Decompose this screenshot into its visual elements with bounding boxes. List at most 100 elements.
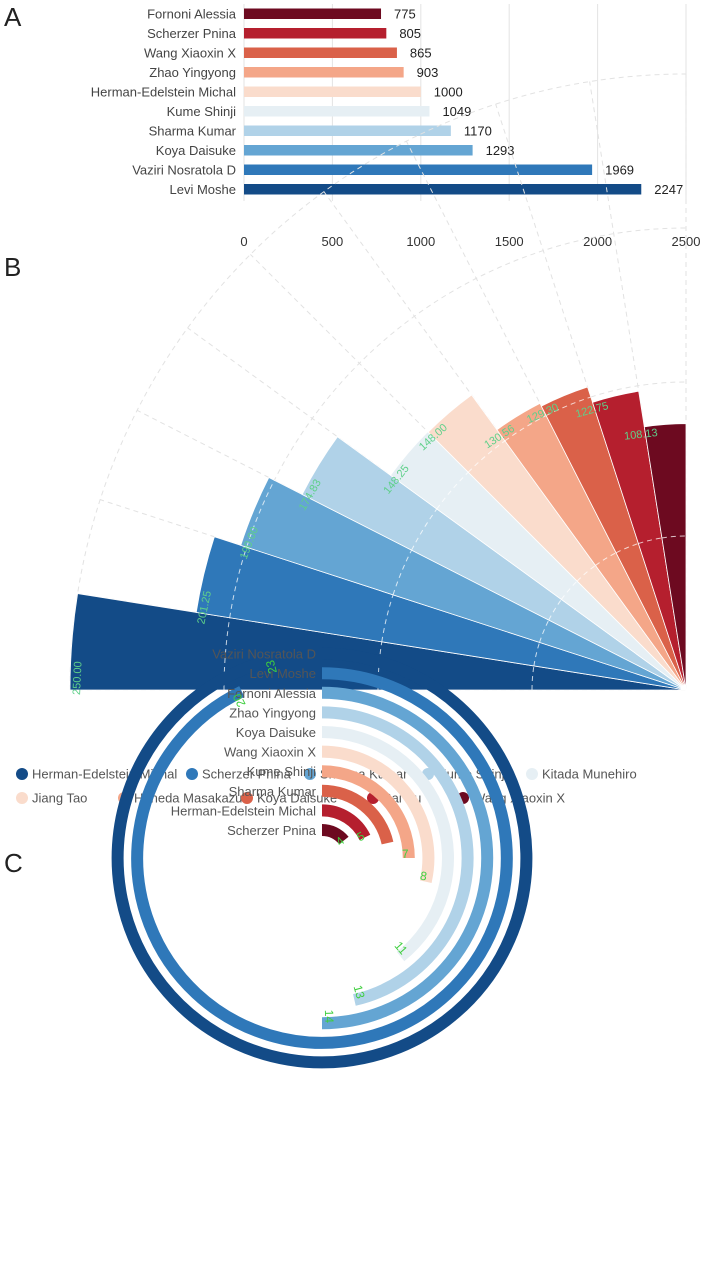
radial-bar — [321, 824, 349, 845]
radial-category-label: Zhao Yingyong — [229, 705, 316, 720]
radial-value-label: 7 — [402, 847, 410, 861]
radial-category-label: Scherzer Pnina — [227, 823, 317, 838]
radial-end-label: 20 — [230, 691, 249, 710]
sector-ring — [638, 537, 662, 545]
bar — [244, 86, 421, 97]
bar — [244, 145, 473, 156]
radial-category-label: Koya Daisuke — [236, 725, 316, 740]
legend-swatch — [16, 792, 28, 804]
bar-value-label: 2247 — [654, 182, 683, 197]
chart-c-radial-bar: Vaziri Nosratola D Levi Moshe Fornoni Ales… — [111, 647, 533, 1069]
legend-label: Koya Daisuke — [257, 791, 337, 806]
bar-value-label: 903 — [417, 65, 439, 80]
radial-bar — [321, 726, 454, 962]
grid-circle — [69, 73, 687, 691]
y-category-label: Vaziri Nosratola D — [132, 162, 236, 177]
sector-ring — [545, 396, 591, 417]
sector-ring — [531, 665, 535, 691]
rose-sector — [301, 436, 687, 691]
x-tick-label: 1000 — [406, 234, 435, 249]
y-category-label: Koya Daisuke — [156, 143, 236, 158]
legend-label: Scherzer Pnina — [202, 767, 292, 782]
sector-ring — [223, 617, 231, 691]
rose-sector — [195, 536, 687, 691]
sector-ring — [229, 547, 248, 618]
legend-label: Kitada Munehiro — [542, 767, 637, 782]
sector-ring — [246, 480, 275, 548]
sector-ring — [539, 619, 550, 643]
rose-sector — [643, 423, 687, 691]
radial-category-label: Wang Xiaoxin X — [224, 745, 316, 760]
radial-category-label: Fornoni Alessia — [227, 686, 317, 701]
y-category-label: Scherzer Pnina — [147, 26, 237, 41]
rose-sector — [240, 476, 687, 691]
y-category-label: Fornoni Alessia — [147, 6, 237, 21]
legend-swatch — [241, 792, 253, 804]
bar — [244, 164, 593, 175]
bar — [244, 47, 397, 58]
legend-swatch — [526, 768, 538, 780]
sector-value-label: 250.00 — [71, 661, 85, 695]
bar — [244, 8, 382, 19]
chart-a-horizontal-bar: 0 500 1000 1500 2000 2500 Fornoni Alessia 775 Sc… — [91, 4, 701, 249]
sector-ring — [576, 565, 596, 582]
rose-sector — [389, 431, 687, 691]
radial-bar — [321, 804, 371, 841]
bar — [244, 184, 642, 195]
radial-category-label: Levi Moshe — [250, 666, 316, 681]
y-category-label: Sharma Kumar — [149, 123, 237, 138]
radial-bar — [321, 765, 415, 859]
y-category-label: Kume Shinji — [167, 104, 236, 119]
legend-swatch — [16, 768, 28, 780]
radial-bar — [321, 784, 394, 845]
legend-label: Haneda Masakazu — [134, 791, 242, 806]
rose-sector — [540, 386, 687, 691]
radial-bar — [321, 706, 474, 1006]
y-category-label: Zhao Yingyong — [149, 65, 236, 80]
radial-category-label: Kume Shinji — [247, 764, 316, 779]
radial-category-label: Vaziri Nosratola D — [212, 647, 316, 662]
x-tick-label: 2000 — [583, 234, 612, 249]
y-category-label: Herman-Edelstein Michal — [91, 84, 236, 99]
rose-sector — [427, 394, 687, 691]
radial-value-label: 14 — [322, 1009, 337, 1023]
sector-ring — [548, 599, 562, 621]
radial-bar — [321, 745, 435, 884]
bar-value-label: 805 — [399, 26, 421, 41]
x-tick-label: 1500 — [495, 234, 524, 249]
rose-sector — [592, 390, 687, 691]
bar-value-label: 1170 — [464, 123, 492, 138]
legend-swatch — [304, 768, 316, 780]
sector-ring — [561, 580, 578, 600]
sector-ring — [533, 642, 541, 666]
sector-ring — [661, 535, 687, 539]
sector-value-label: 108.13 — [624, 427, 659, 443]
radial-value-label: 8 — [419, 869, 428, 884]
legend-swatch — [186, 768, 198, 780]
radial-value-label: 13 — [351, 984, 368, 1001]
bar-value-label: 865 — [410, 45, 432, 60]
panel-letter-c: C — [4, 848, 23, 878]
bar — [244, 106, 430, 117]
radial-category-label: Herman-Edelstein Michal — [171, 803, 316, 818]
x-tick-label: 500 — [322, 234, 344, 249]
bar-value-label: 1000 — [434, 84, 463, 99]
radial-bar — [321, 686, 494, 1030]
bar-value-label: 1293 — [486, 143, 515, 158]
sector-ring — [595, 552, 617, 566]
radial-category-label: Sharma Kumar — [229, 784, 317, 799]
bar — [244, 28, 387, 39]
panel-letter-a: A — [4, 2, 22, 32]
bar-value-label: 1049 — [442, 104, 471, 119]
x-tick-label: 0 — [240, 234, 247, 249]
x-tick-label: 2500 — [672, 234, 701, 249]
bar — [244, 67, 404, 78]
panel-letter-b: B — [4, 252, 21, 282]
radial-bar — [111, 647, 533, 1069]
bar-value-label: 775 — [394, 6, 416, 21]
y-category-label: Wang Xiaoxin X — [144, 45, 236, 60]
radial-bar — [131, 667, 513, 1049]
bar-value-label: 1969 — [605, 162, 634, 177]
